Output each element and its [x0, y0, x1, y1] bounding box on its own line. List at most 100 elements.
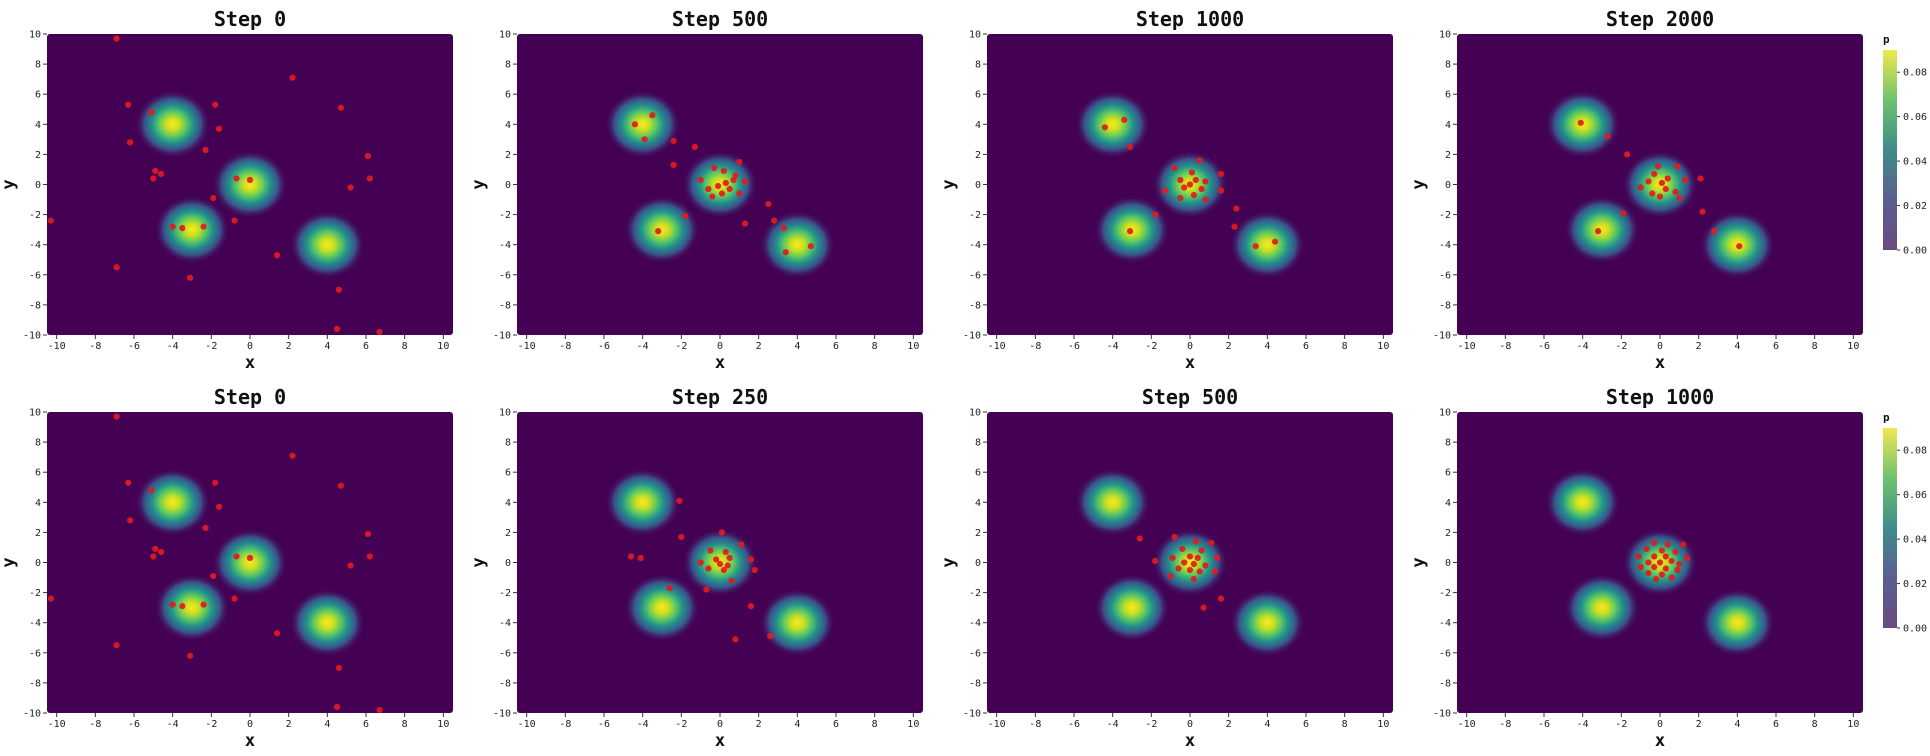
y-tick-label: -8: [969, 678, 981, 689]
panel-7: Step 500 -10 -8 -6 -4 -2 0 2 4 6 8 10 10 8 6 4 2 0 -2 -4 -6 -…: [939, 385, 1393, 751]
y-axis-label: y: [1409, 179, 1429, 189]
x-tick-label: 6: [833, 341, 839, 352]
sample-point: [720, 566, 727, 574]
sample-point: [1175, 565, 1182, 572]
y-tick-label: -6: [29, 270, 41, 281]
sample-point: [200, 601, 207, 608]
sample-point: [157, 548, 165, 556]
x-tick-label: 4: [324, 341, 330, 352]
sample-point: [1186, 553, 1194, 560]
y-tick-label: 4: [1445, 120, 1451, 131]
y-tick-label: 6: [1445, 468, 1451, 479]
sample-point: [231, 595, 238, 602]
colorbar-tick-label: 0.08: [1903, 68, 1927, 79]
colorbar-tick-label: 0.06: [1903, 490, 1927, 501]
sample-point: [113, 264, 120, 271]
y-tick-label: 2: [975, 528, 981, 539]
y-tick-label: 0: [505, 558, 511, 569]
sample-point: [1654, 163, 1662, 170]
sample-point: [337, 482, 344, 489]
x-tick-label: -4: [1577, 341, 1589, 352]
density-peak-4: [1229, 210, 1306, 279]
sample-point: [730, 176, 737, 184]
y-tick-label: -10: [493, 709, 511, 720]
sample-point: [1635, 553, 1642, 560]
sample-point: [682, 213, 689, 220]
sample-point: [1637, 563, 1644, 571]
y-tick-label: -2: [29, 210, 41, 221]
x-tick-label: -2: [1145, 341, 1157, 352]
density-peak-2: [212, 528, 288, 597]
sample-point: [713, 556, 720, 563]
sample-point: [718, 190, 726, 197]
sample-point: [366, 553, 373, 560]
x-tick-label: 0: [717, 719, 723, 730]
y-tick-label: 4: [505, 120, 511, 131]
sample-point: [1271, 238, 1279, 245]
y-axis-label: y: [469, 179, 489, 189]
y-tick-label: -6: [499, 270, 511, 281]
sample-point: [736, 158, 743, 166]
x-tick-label: -4: [637, 719, 649, 730]
sample-point: [1169, 554, 1176, 562]
sample-point: [273, 252, 281, 259]
x-tick-label: -10: [1458, 719, 1476, 730]
x-tick-label: -6: [128, 341, 140, 352]
y-tick-label: 8: [975, 60, 981, 71]
sample-point: [722, 548, 729, 556]
sample-point: [152, 167, 159, 175]
density-peak-1: [604, 90, 681, 159]
density-peak-3: [1564, 195, 1640, 264]
x-tick-label: -10: [518, 341, 536, 352]
y-tick-label: -4: [499, 240, 511, 251]
sample-point: [1651, 539, 1658, 547]
sample-point: [1662, 553, 1669, 560]
sample-point: [152, 545, 159, 553]
sample-point: [1643, 545, 1650, 553]
sample-point: [1212, 568, 1219, 575]
y-tick-label: 8: [505, 438, 511, 449]
x-tick-label: 0: [1657, 341, 1663, 352]
x-tick-label: 4: [1734, 341, 1740, 352]
sample-point: [1198, 547, 1205, 554]
sample-point: [1711, 228, 1718, 235]
sample-point: [1645, 559, 1652, 566]
colorbar-gradient: [1883, 428, 1897, 628]
sample-point: [233, 175, 240, 182]
sample-point: [246, 554, 254, 562]
sample-point: [337, 104, 344, 111]
x-tick-label: -6: [1538, 719, 1550, 730]
y-tick-label: -8: [969, 300, 981, 311]
x-tick-label: -2: [1615, 341, 1627, 352]
y-axis-label: y: [469, 557, 489, 567]
sample-point: [627, 553, 635, 560]
sample-point: [202, 146, 209, 153]
sample-point: [179, 225, 186, 232]
y-tick-label: 10: [1439, 408, 1451, 419]
density-peak-4: [759, 210, 836, 279]
sample-point: [1192, 176, 1199, 184]
sample-point: [113, 413, 120, 420]
sample-point: [1637, 184, 1644, 191]
sample-point: [169, 601, 176, 608]
sample-point: [186, 652, 194, 659]
y-tick-label: -8: [1439, 300, 1451, 311]
colorbar-tick-label: 0.00: [1903, 246, 1927, 257]
y-tick-label: 10: [499, 30, 511, 41]
x-tick-label: -6: [128, 719, 140, 730]
x-tick-label: -8: [1499, 719, 1511, 730]
y-axis-label: y: [0, 179, 19, 189]
sample-point: [666, 584, 673, 592]
sample-point: [1171, 533, 1178, 541]
sample-point: [113, 642, 120, 649]
density-peak-2: [1152, 528, 1228, 597]
x-tick-label: -10: [518, 719, 536, 730]
sample-point: [212, 101, 219, 108]
sample-point: [333, 325, 341, 333]
sample-point: [1662, 565, 1669, 572]
y-tick-label: -6: [969, 270, 981, 281]
sample-point: [210, 572, 217, 580]
sample-point: [726, 554, 733, 562]
y-axis-label: y: [939, 557, 959, 567]
density-peak-4: [289, 210, 366, 279]
